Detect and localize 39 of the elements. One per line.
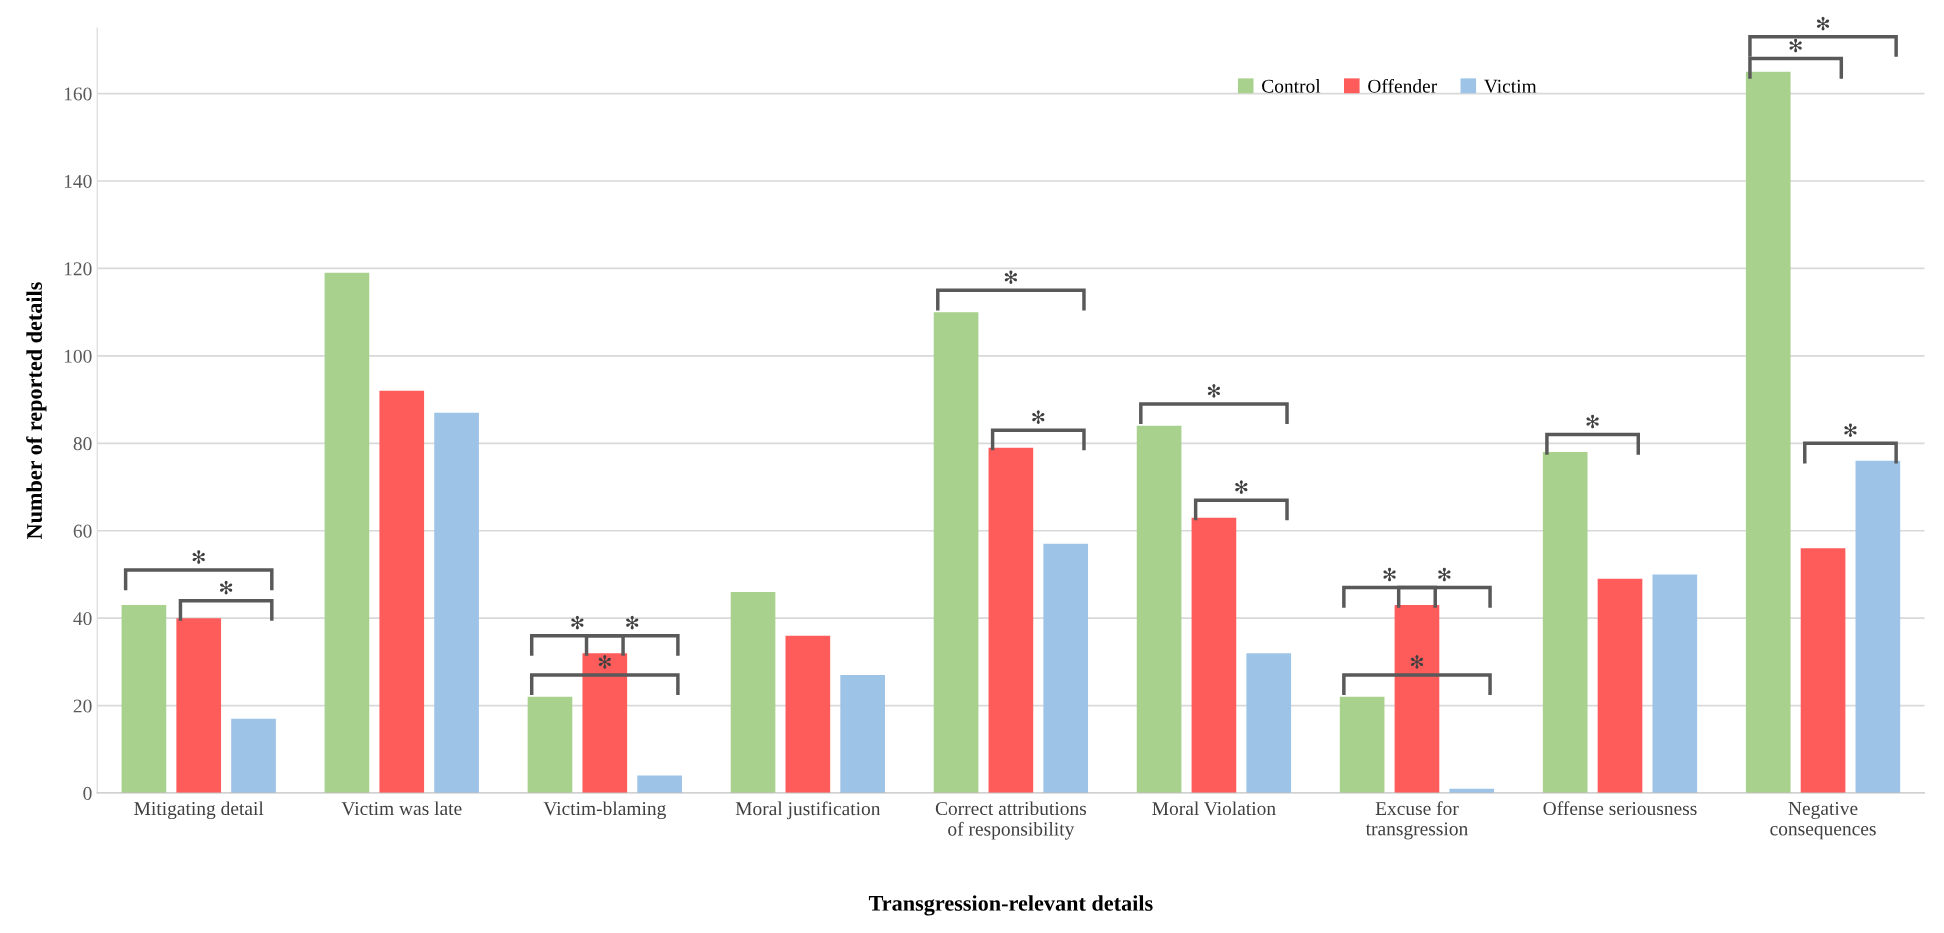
legend-label: Offender bbox=[1368, 78, 1438, 93]
annotation: ✻ bbox=[1207, 384, 1221, 398]
annotation: ✻ bbox=[571, 615, 584, 630]
x-tick-label: Moral Violation bbox=[1152, 801, 1276, 816]
y-tick-label: 0 bbox=[83, 786, 92, 800]
legend-label: Control bbox=[1262, 79, 1321, 93]
x-axis-title: Transgression-relevant details bbox=[868, 895, 1153, 916]
annotation: ✻ bbox=[598, 655, 611, 669]
annotation: ✻ bbox=[1586, 414, 1599, 429]
x-tick-label: Negative consequences bbox=[1770, 801, 1876, 840]
x-tick-label: Victim-blaming bbox=[543, 801, 666, 820]
y-tick-label: 120 bbox=[64, 262, 92, 276]
x-tick-label: Correct attributions of responsibility bbox=[935, 801, 1087, 840]
y-tick-label: 40 bbox=[73, 611, 92, 626]
annotation: ✻ bbox=[1789, 38, 1802, 53]
y-tick-label: 60 bbox=[73, 524, 92, 538]
annotation: ✻ bbox=[1235, 480, 1248, 494]
y-axis-title: Number of reported details bbox=[26, 282, 47, 539]
x-tick-label: Moral justification bbox=[735, 801, 881, 820]
y-tick-label: 140 bbox=[64, 174, 92, 188]
annotation: ✻ bbox=[1844, 423, 1857, 438]
annotation: ✻ bbox=[1004, 270, 1017, 285]
x-tick-label: Victim was late bbox=[341, 801, 462, 816]
annotation: ✻ bbox=[1438, 567, 1451, 582]
y-tick-label: 160 bbox=[64, 87, 92, 101]
y-tick-label: 20 bbox=[73, 699, 92, 713]
x-tick-label: Excuse for transgression bbox=[1365, 801, 1468, 840]
annotation: ✻ bbox=[1032, 410, 1045, 424]
y-tick-label: 100 bbox=[64, 349, 92, 363]
x-tick-label: Mitigating detail bbox=[134, 801, 264, 820]
legend-label: Victim bbox=[1484, 79, 1537, 93]
annotation: ✻ bbox=[192, 550, 205, 564]
y-tick-label: 80 bbox=[73, 437, 92, 451]
x-tick-label: Offense seriousness bbox=[1543, 801, 1697, 816]
annotation: ✻ bbox=[1410, 655, 1424, 669]
annotation: ✻ bbox=[626, 615, 639, 630]
annotation: ✻ bbox=[1383, 567, 1396, 582]
annotation: ✻ bbox=[1816, 16, 1830, 31]
annotation: ✻ bbox=[220, 580, 233, 595]
